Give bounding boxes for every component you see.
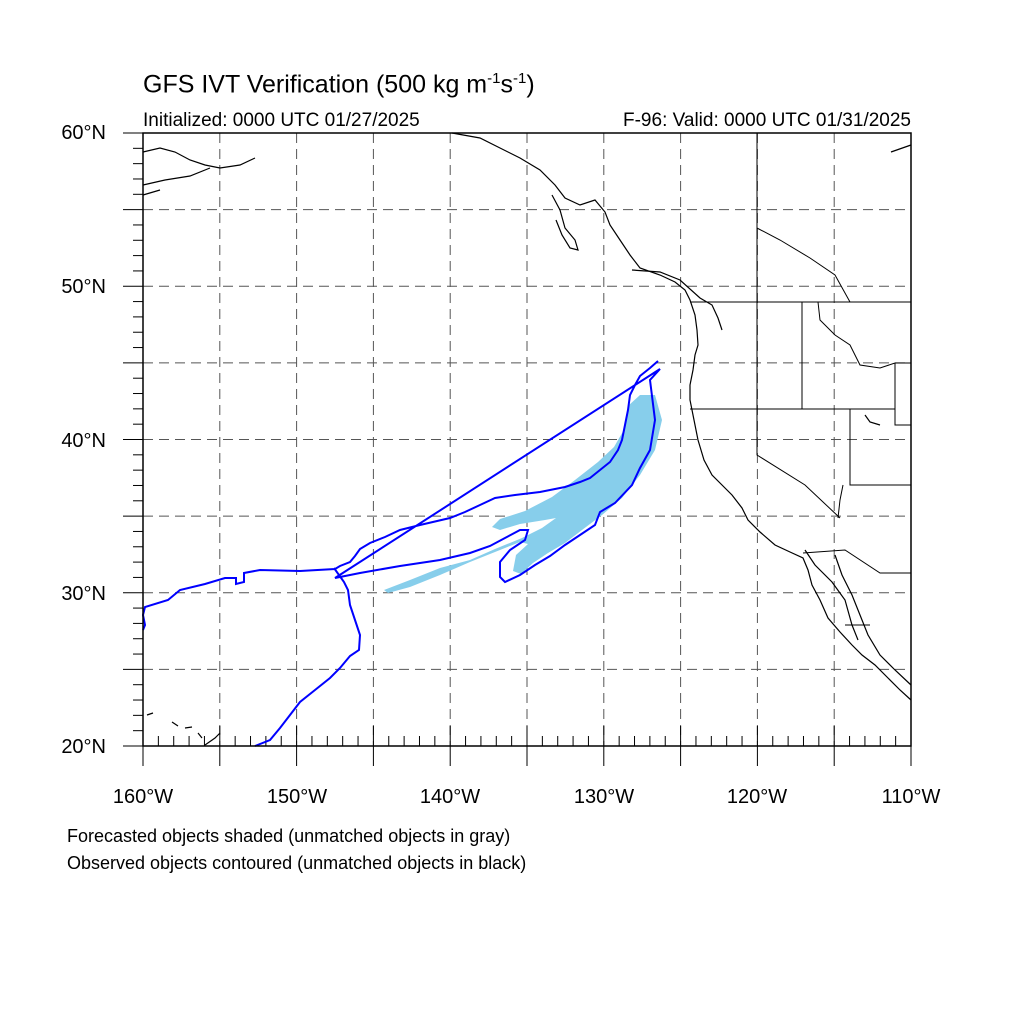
title-exponent-2: -1 (512, 70, 527, 87)
title-exponent-1: -1 (487, 70, 501, 87)
map-title: GFS IVT Verification (500 kg m-1s-1) (143, 70, 535, 99)
footnote-forecast: Forecasted objects shaded (unmatched obj… (67, 826, 511, 846)
lat-label-50n: 50°N (61, 276, 106, 298)
lat-label-60n: 60°N (61, 122, 106, 144)
initialized-time: Initialized: 0000 UTC 01/27/2025 (143, 110, 420, 131)
grid-lines (143, 133, 911, 746)
coastlines (142, 132, 912, 746)
title-unit-s: s (500, 70, 513, 99)
lat-label-40n: 40°N (61, 430, 106, 452)
axis-ticks (123, 132, 912, 766)
lon-label-130w: 130°W (573, 786, 635, 808)
title-text: GFS IVT Verification (500 kg m (143, 70, 488, 99)
lat-label-30n: 30°N (61, 583, 106, 605)
lon-label-140w: 140°W (419, 786, 481, 808)
lon-label-120w: 120°W (726, 786, 788, 808)
footnote-observed: Observed objects contoured (unmatched ob… (67, 853, 527, 873)
observed-ivt-contour (141, 360, 661, 747)
lat-label-20n: 20°N (61, 736, 106, 758)
lon-label-150w: 150°W (266, 786, 328, 808)
lon-label-160w: 160°W (112, 786, 174, 808)
map-frame (142, 132, 912, 747)
lon-label-110w: 110°W (881, 786, 941, 808)
title-close: ) (526, 70, 535, 99)
forecast-ivt-object (384, 395, 662, 593)
political-boundaries (690, 133, 911, 626)
valid-time: F-96: Valid: 0000 UTC 01/31/2025 (623, 110, 911, 131)
